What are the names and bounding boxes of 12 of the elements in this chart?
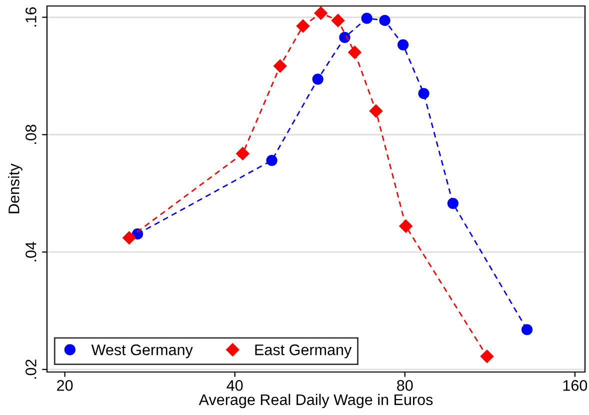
y-tick-label: .16 bbox=[26, 7, 36, 26]
x-tick-label: 80 bbox=[397, 380, 413, 391]
x-tick-label: 160 bbox=[563, 380, 588, 391]
legend-label: West Germany bbox=[91, 344, 193, 358]
x-tick-label: 20 bbox=[57, 380, 73, 391]
y-tick-label: .02 bbox=[26, 360, 36, 379]
y-axis-title: Density bbox=[8, 164, 22, 214]
y-tick-label: .04 bbox=[26, 242, 36, 262]
x-tick-label: 40 bbox=[226, 380, 243, 391]
x-axis-title: Average Real Daily Wage in Euros bbox=[198, 394, 433, 408]
y-tick-label: .08 bbox=[26, 124, 36, 144]
legend-label: East Germany bbox=[255, 344, 352, 358]
